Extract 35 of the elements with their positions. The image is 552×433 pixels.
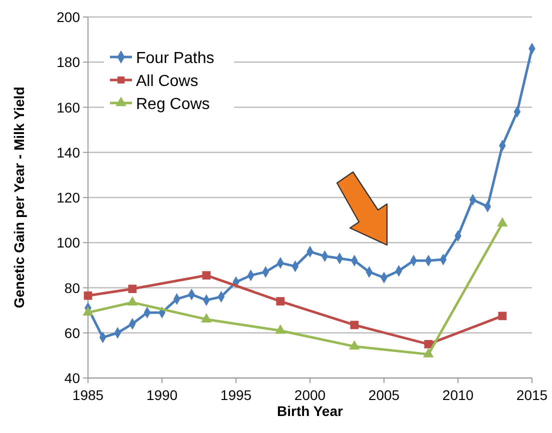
x-tick-label: 1990 xyxy=(146,387,178,403)
point xyxy=(82,306,94,316)
point xyxy=(128,284,137,294)
point xyxy=(202,271,211,280)
y-tick-label: 100 xyxy=(56,234,80,251)
y-tick-label: 160 xyxy=(56,99,80,116)
x-axis-title: Birth Year xyxy=(277,403,344,419)
legend-label: Four Paths xyxy=(136,50,214,67)
y-tick-label: 80 xyxy=(64,280,80,296)
x-tick-label: 2005 xyxy=(368,387,400,403)
point xyxy=(423,348,434,358)
point xyxy=(350,320,359,330)
legend-label: All Cows xyxy=(136,73,198,90)
y-tick-label: 200 xyxy=(56,9,80,25)
y-axis-title: Genetic Gain per Year - Milk Yield xyxy=(11,86,27,308)
x-tick-label: 1985 xyxy=(72,387,104,403)
x-tick-label: 1995 xyxy=(220,387,252,403)
y-tick-label: 60 xyxy=(64,324,80,341)
point xyxy=(498,312,507,320)
y-tick-label: 180 xyxy=(56,54,80,70)
y-tick-label: 40 xyxy=(64,370,80,386)
point xyxy=(84,291,92,300)
x-tick-label: 2010 xyxy=(442,387,474,403)
point xyxy=(424,340,433,348)
point xyxy=(276,297,285,306)
x-tick-label: 2000 xyxy=(294,387,326,403)
x-tick-label: 2015 xyxy=(516,387,548,403)
point xyxy=(349,340,360,350)
point xyxy=(201,313,212,322)
point xyxy=(275,324,286,334)
y-tick-label: 140 xyxy=(56,144,80,160)
legend-label: Reg Cows xyxy=(136,96,210,113)
point xyxy=(127,296,138,306)
point xyxy=(497,217,508,227)
y-tick-label: 120 xyxy=(56,190,80,206)
